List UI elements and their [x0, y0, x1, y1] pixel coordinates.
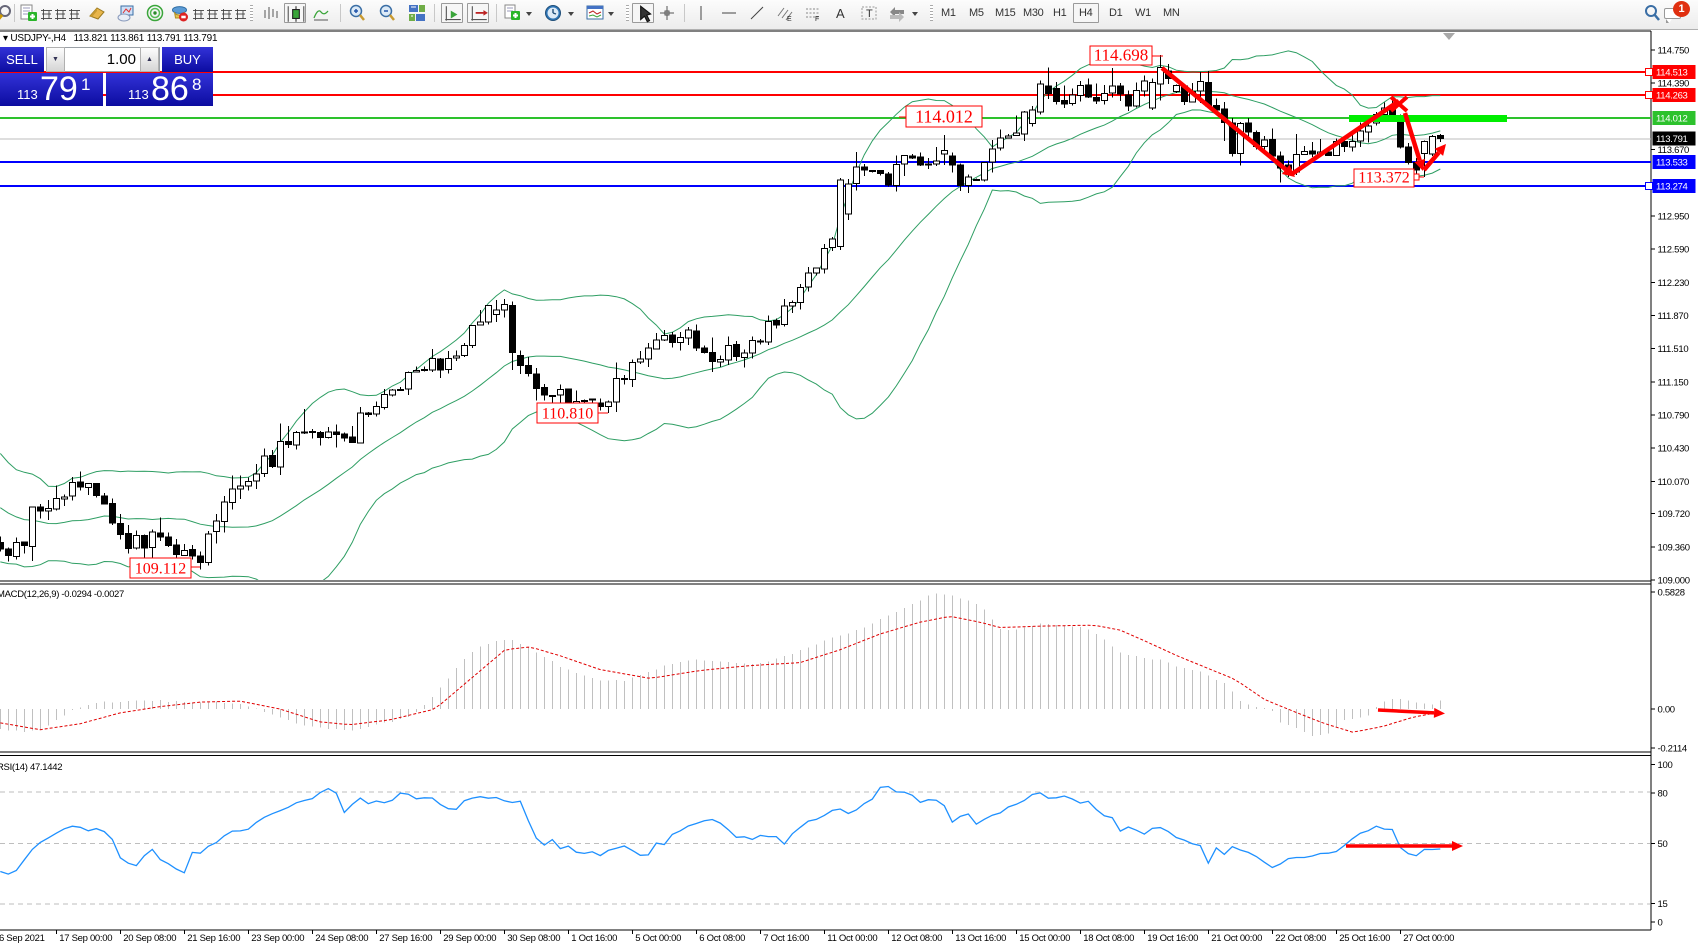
svg-text:22 Oct 08:00: 22 Oct 08:00: [1275, 933, 1326, 944]
svg-text:50: 50: [1658, 839, 1668, 850]
svg-text:MACD(12,26,9) -0.0294 -0.0027: MACD(12,26,9) -0.0294 -0.0027: [0, 589, 124, 600]
svg-text:110.070: 110.070: [1658, 477, 1690, 488]
svg-text:F: F: [815, 16, 819, 22]
svg-text:114.012: 114.012: [1656, 114, 1688, 125]
svg-text:109.000: 109.000: [1658, 576, 1690, 587]
svg-text:A: A: [836, 6, 845, 21]
svg-text:113.670: 113.670: [1658, 145, 1690, 156]
svg-text:5 Oct 00:00: 5 Oct 00:00: [635, 933, 681, 944]
svg-text:0: 0: [1658, 918, 1663, 929]
svg-text:11 Oct 00:00: 11 Oct 00:00: [827, 933, 877, 944]
svg-text:110.790: 110.790: [1658, 411, 1690, 422]
svg-text:111.510: 111.510: [1658, 344, 1689, 355]
svg-text:114.263: 114.263: [1656, 90, 1688, 101]
svg-text:112.230: 112.230: [1658, 278, 1690, 289]
svg-text:21 Sep 16:00: 21 Sep 16:00: [187, 933, 240, 944]
svg-text:0.5828: 0.5828: [1658, 588, 1685, 599]
svg-text:RSI(14) 47.1442: RSI(14) 47.1442: [0, 762, 62, 773]
svg-text:111.870: 111.870: [1658, 311, 1689, 322]
svg-text:T: T: [866, 8, 873, 20]
svg-text:80: 80: [1658, 789, 1668, 800]
svg-text:16 Sep 2021: 16 Sep 2021: [0, 933, 45, 944]
svg-text:114.012: 114.012: [915, 107, 973, 127]
svg-text:111.150: 111.150: [1658, 377, 1689, 388]
svg-text:100: 100: [1658, 760, 1673, 771]
svg-text:19 Oct 16:00: 19 Oct 16:00: [1147, 933, 1198, 944]
svg-text:1 Oct 16:00: 1 Oct 16:00: [571, 933, 617, 944]
svg-text:112.590: 112.590: [1658, 245, 1690, 256]
svg-text:27 Oct 00:00: 27 Oct 00:00: [1403, 933, 1454, 944]
svg-text:109.360: 109.360: [1658, 542, 1690, 553]
svg-text:114.390: 114.390: [1658, 79, 1690, 90]
svg-text:112.950: 112.950: [1658, 211, 1690, 222]
svg-text:18 Oct 08:00: 18 Oct 08:00: [1083, 933, 1134, 944]
svg-text:27 Sep 16:00: 27 Sep 16:00: [379, 933, 432, 944]
svg-text:7 Oct 16:00: 7 Oct 16:00: [763, 933, 809, 944]
svg-text:24 Sep 08:00: 24 Sep 08:00: [315, 933, 368, 944]
svg-text:110.810: 110.810: [542, 406, 593, 423]
svg-text:6 Oct 08:00: 6 Oct 08:00: [699, 933, 745, 944]
svg-text:114.513: 114.513: [1656, 67, 1688, 78]
svg-text:110.430: 110.430: [1658, 444, 1690, 455]
svg-text:114.750: 114.750: [1658, 46, 1690, 57]
svg-text:30 Sep 08:00: 30 Sep 08:00: [507, 933, 560, 944]
svg-text:109.720: 109.720: [1658, 509, 1690, 520]
svg-text:23 Sep 00:00: 23 Sep 00:00: [251, 933, 304, 944]
svg-text:20 Sep 08:00: 20 Sep 08:00: [123, 933, 176, 944]
svg-text:17 Sep 00:00: 17 Sep 00:00: [59, 933, 112, 944]
svg-text:12 Oct 08:00: 12 Oct 08:00: [891, 933, 942, 944]
svg-text:0.00: 0.00: [1658, 705, 1675, 716]
svg-text:-0.2114: -0.2114: [1658, 744, 1687, 755]
svg-text:113.274: 113.274: [1656, 182, 1688, 193]
svg-text:21 Oct 00:00: 21 Oct 00:00: [1211, 933, 1262, 944]
svg-text:113.372: 113.372: [1358, 170, 1409, 187]
svg-text:113.533: 113.533: [1656, 158, 1688, 169]
svg-text:15 Oct 00:00: 15 Oct 00:00: [1019, 933, 1070, 944]
svg-text:29 Sep 00:00: 29 Sep 00:00: [443, 933, 496, 944]
svg-text:114.698: 114.698: [1094, 46, 1149, 65]
svg-text:25 Oct 16:00: 25 Oct 16:00: [1339, 933, 1390, 944]
svg-text:E: E: [787, 16, 792, 22]
svg-text:109.112: 109.112: [135, 561, 186, 578]
svg-text:113.791: 113.791: [1656, 134, 1688, 145]
svg-text:13 Oct 16:00: 13 Oct 16:00: [955, 933, 1006, 944]
svg-text:15: 15: [1658, 899, 1668, 910]
